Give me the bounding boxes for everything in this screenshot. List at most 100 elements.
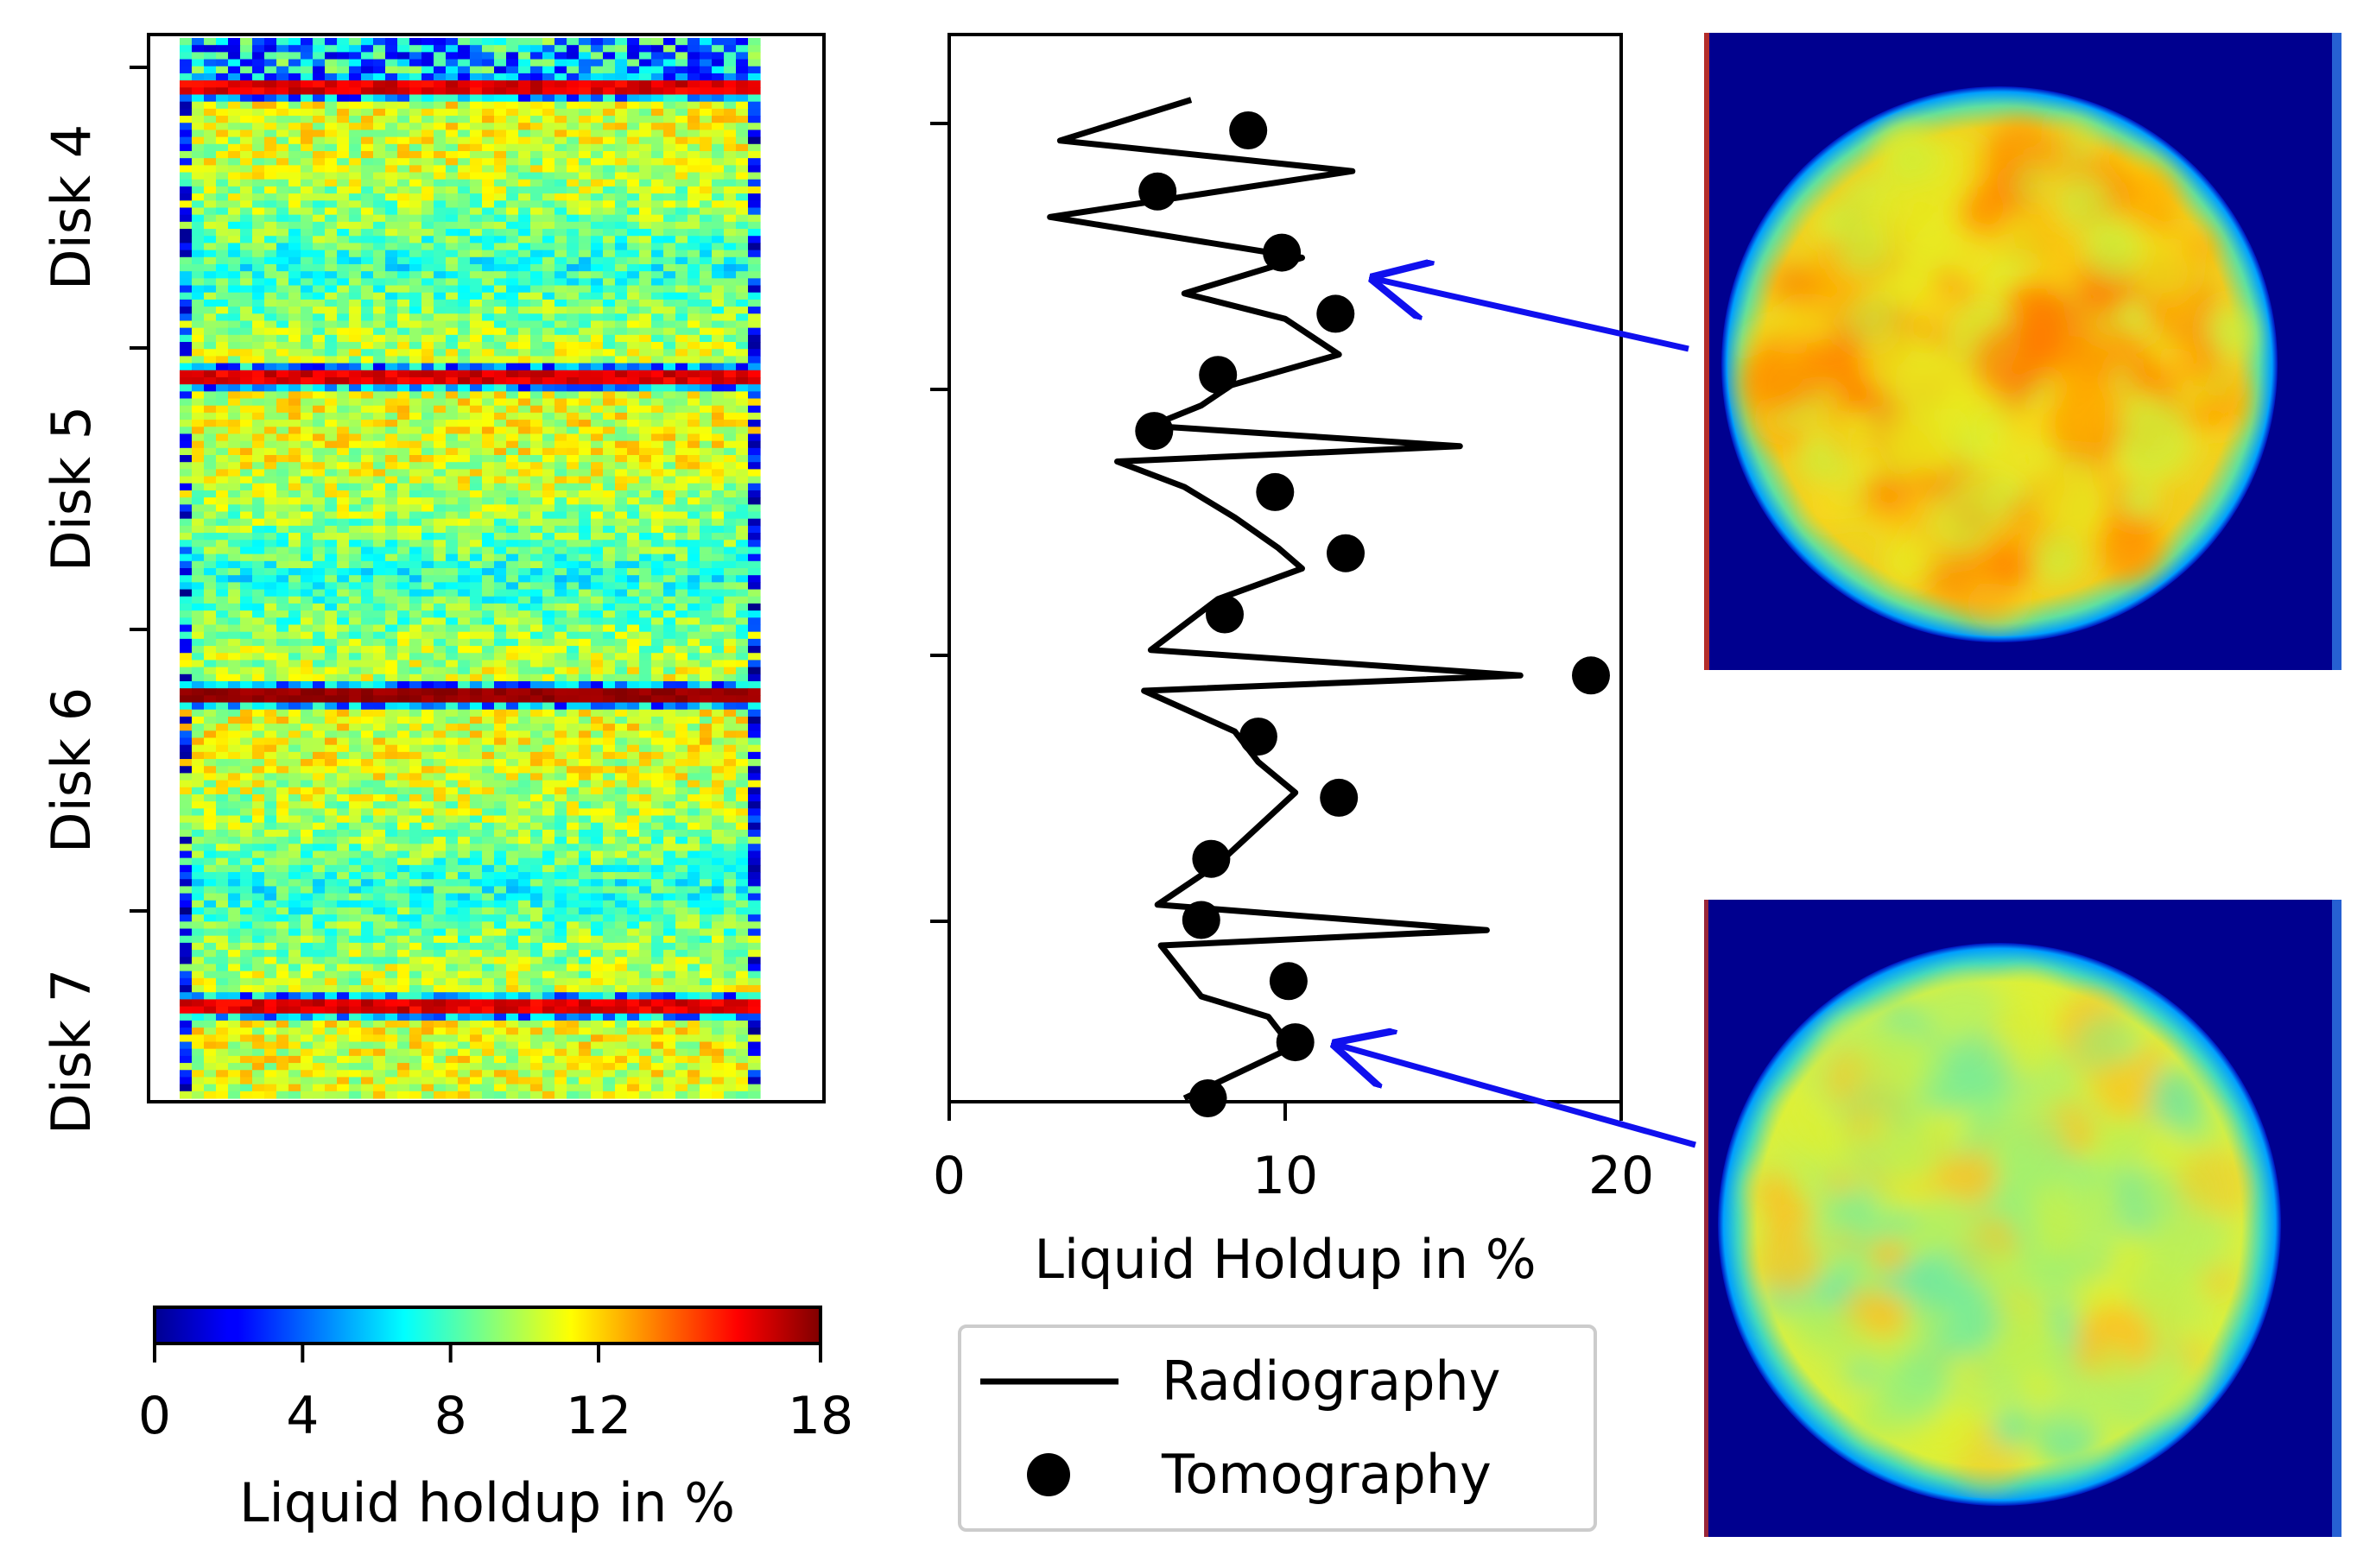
heatmap-cell xyxy=(542,384,555,392)
heatmap-cell xyxy=(337,376,350,385)
heatmap-cell xyxy=(712,709,725,718)
heatmap-cell xyxy=(276,327,289,336)
heatmap-cell xyxy=(385,751,398,760)
heatmap-cell xyxy=(409,398,422,407)
heatmap-cell xyxy=(301,709,314,718)
heatmap-cell xyxy=(615,285,628,294)
heatmap-cell xyxy=(688,427,700,435)
heatmap-cell xyxy=(591,483,604,491)
heatmap-cell xyxy=(409,744,422,753)
heatmap-cell xyxy=(627,603,640,611)
heatmap-cell xyxy=(688,455,700,463)
heatmap-cell xyxy=(421,116,434,123)
heatmap-cell xyxy=(470,660,483,668)
heatmap-cell xyxy=(675,278,688,287)
heatmap-cell xyxy=(542,638,555,647)
heatmap-cell xyxy=(567,716,580,724)
heatmap-cell xyxy=(567,370,580,378)
heatmap-cell xyxy=(204,320,217,329)
heatmap-cell xyxy=(385,320,398,329)
heatmap-cell xyxy=(603,533,616,541)
heatmap-cell xyxy=(615,370,628,378)
heatmap-cell xyxy=(313,108,326,117)
heatmap-cell xyxy=(506,108,519,117)
heatmap-cell xyxy=(615,250,628,258)
heatmap-cell xyxy=(675,207,688,216)
heatmap-cell xyxy=(651,455,664,463)
heatmap-cell xyxy=(192,631,205,640)
heatmap-cell xyxy=(591,688,604,696)
heatmap-cell xyxy=(349,433,362,442)
heatmap-cell xyxy=(591,653,604,661)
heatmap-cell xyxy=(337,533,350,541)
heatmap-cell xyxy=(397,646,410,654)
heatmap-cell xyxy=(567,327,580,336)
heatmap-cell xyxy=(313,263,326,272)
heatmap-cell xyxy=(421,342,434,350)
heatmap-cell xyxy=(688,207,700,216)
heatmap-cell xyxy=(724,243,737,251)
heatmap-cell xyxy=(688,349,700,357)
heatmap-cell xyxy=(639,391,652,400)
heatmap-cell xyxy=(397,730,410,739)
heatmap-cell xyxy=(361,653,374,661)
heatmap-cell xyxy=(700,327,713,336)
heatmap-cell xyxy=(180,751,193,760)
heatmap-cell xyxy=(313,455,326,463)
heatmap-cell xyxy=(518,221,531,230)
heatmap-cell xyxy=(627,497,640,505)
heatmap-cell xyxy=(724,38,737,46)
heatmap-cell xyxy=(337,278,350,287)
heatmap-cell xyxy=(663,759,676,767)
heatmap-cell xyxy=(192,440,205,449)
heatmap-cell xyxy=(675,236,688,244)
heatmap-cell xyxy=(675,483,688,491)
heatmap-cell xyxy=(325,236,338,244)
heatmap-cell xyxy=(724,540,737,548)
heatmap-cell xyxy=(301,250,314,258)
heatmap-cell xyxy=(700,511,713,520)
heatmap-cell xyxy=(603,376,616,385)
heatmap-cell xyxy=(506,391,519,400)
heatmap-cell xyxy=(361,582,374,591)
heatmap-cell xyxy=(591,667,604,675)
heatmap-cell xyxy=(409,638,422,647)
heatmap-cell xyxy=(301,80,314,88)
heatmap-cell xyxy=(639,688,652,696)
heatmap-cell xyxy=(591,165,604,174)
heatmap-cell xyxy=(252,136,265,145)
heatmap-cell xyxy=(470,356,483,364)
heatmap-cell xyxy=(288,759,301,767)
heatmap-cell xyxy=(458,307,471,314)
heatmap-cell xyxy=(651,299,664,307)
heatmap-cell xyxy=(724,582,737,591)
heatmap-cell xyxy=(216,680,229,689)
heatmap-cell xyxy=(313,653,326,661)
heatmap-cell xyxy=(639,278,652,287)
heatmap-cell xyxy=(554,631,567,640)
heatmap-cell xyxy=(627,221,640,230)
heatmap-cell xyxy=(337,575,350,583)
heatmap-cell xyxy=(615,709,628,718)
heatmap-cell xyxy=(748,744,761,753)
heatmap-cell xyxy=(264,518,277,527)
heatmap-cell xyxy=(494,165,507,174)
heatmap-cell xyxy=(554,759,567,767)
heatmap-cell xyxy=(458,59,471,67)
heatmap-cell xyxy=(506,80,519,88)
heatmap-cell xyxy=(506,236,519,244)
heatmap-cell xyxy=(651,490,664,498)
heatmap-cell xyxy=(688,540,700,548)
heatmap-cell xyxy=(288,660,301,668)
heatmap-cell xyxy=(615,667,628,675)
heatmap-cell xyxy=(337,540,350,548)
heatmap-cell xyxy=(349,200,362,209)
heatmap-cell xyxy=(651,101,664,110)
heatmap-cell xyxy=(518,292,531,300)
heatmap-cell xyxy=(216,221,229,230)
heatmap-cell xyxy=(373,518,386,527)
heatmap-cell xyxy=(276,320,289,329)
heatmap-cell xyxy=(518,440,531,449)
heatmap-cell xyxy=(325,582,338,591)
heatmap-cell xyxy=(397,483,410,491)
